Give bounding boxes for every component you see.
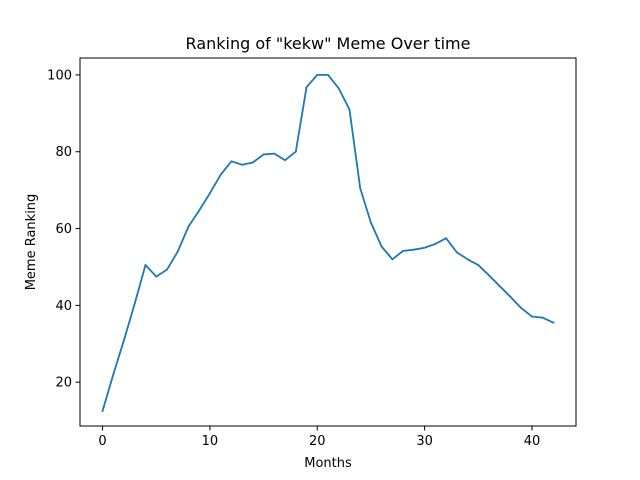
x-tick-label: 20 <box>309 434 326 449</box>
plot-area-frame <box>79 57 577 427</box>
x-tick-label: 0 <box>98 434 106 449</box>
x-tick-label: 30 <box>416 434 433 449</box>
data-point <box>520 307 523 309</box>
data-point <box>402 249 405 252</box>
data-point <box>531 315 533 318</box>
data-point <box>552 321 555 324</box>
data-point <box>466 258 469 261</box>
data-point <box>541 316 544 319</box>
y-tick-label: 100 <box>47 68 72 83</box>
data-point <box>391 258 394 261</box>
y-tick-label: 80 <box>55 145 72 160</box>
data-point <box>327 74 329 76</box>
y-tick-label: 60 <box>55 222 72 237</box>
data-point <box>219 173 222 176</box>
y-tick-label: 40 <box>55 299 72 314</box>
x-tick-label: 10 <box>202 434 219 449</box>
data-point <box>144 264 147 266</box>
data-point <box>284 159 286 162</box>
data-point <box>380 245 383 248</box>
data-point <box>412 248 415 251</box>
data-point <box>187 225 190 228</box>
x-tick-label: 40 <box>524 434 541 449</box>
data-point <box>305 86 308 89</box>
data-point <box>209 192 211 195</box>
data-point <box>455 251 458 254</box>
data-point <box>434 243 437 245</box>
data-point <box>359 187 362 190</box>
data-point <box>176 250 179 253</box>
data-point <box>133 302 136 305</box>
y-tick-label: 20 <box>55 376 72 391</box>
data-point <box>241 163 244 166</box>
data-point <box>316 74 319 76</box>
data-point <box>498 285 501 288</box>
data-point <box>423 246 426 249</box>
data-point <box>262 153 265 156</box>
data-point <box>155 275 158 278</box>
data-point <box>251 161 254 164</box>
series-layer <box>101 74 555 412</box>
data-point <box>477 264 480 266</box>
data-point <box>101 410 104 412</box>
data-point <box>488 274 490 277</box>
chart-title: Ranking of "kekw" Meme Over time <box>186 34 471 53</box>
data-point <box>348 108 351 111</box>
data-point <box>294 150 297 153</box>
y-axis-ticks: 20 40 60 80 100 <box>47 68 80 391</box>
data-point <box>123 339 125 341</box>
x-axis-ticks: 0 10 20 30 40 <box>98 426 540 449</box>
data-point <box>112 373 115 376</box>
y-axis-label: Meme Ranking <box>24 194 39 291</box>
data-point <box>337 87 340 90</box>
data-point <box>198 209 201 212</box>
data-point <box>230 160 233 163</box>
x-axis-label: Months <box>304 456 352 471</box>
data-point <box>273 152 276 155</box>
data-point <box>166 268 168 271</box>
data-point <box>445 237 447 240</box>
data-point <box>370 221 372 224</box>
data-point <box>509 296 512 298</box>
